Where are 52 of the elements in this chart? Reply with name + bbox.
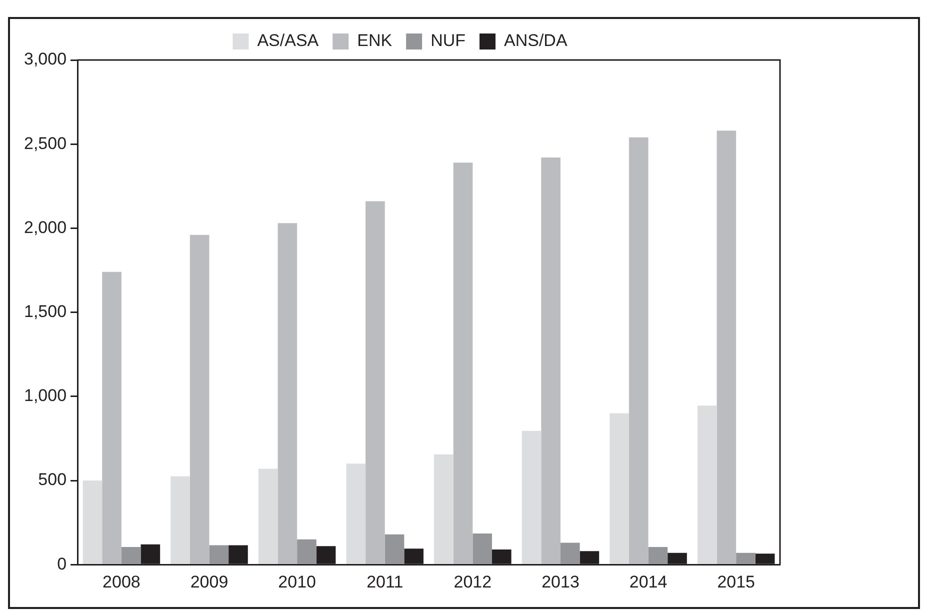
bar xyxy=(560,542,580,564)
bar xyxy=(170,476,190,564)
bar xyxy=(453,162,473,564)
bar xyxy=(190,234,210,564)
bar xyxy=(522,430,542,564)
bar xyxy=(366,201,385,564)
bar xyxy=(140,544,160,564)
bar xyxy=(258,468,278,564)
y-tick-label: 3,000 xyxy=(24,50,67,69)
x-tick-label: 2012 xyxy=(454,572,492,592)
y-tick-label: 500 xyxy=(38,470,67,490)
bar xyxy=(668,552,687,564)
x-tick-label: 2011 xyxy=(366,572,404,592)
y-tick-label: 1,000 xyxy=(24,386,67,406)
legend-label: ANS/DA xyxy=(504,31,568,50)
bar xyxy=(102,272,122,564)
bar xyxy=(316,546,336,564)
bar xyxy=(610,413,629,564)
bar xyxy=(121,546,141,564)
bar xyxy=(541,158,560,564)
bar xyxy=(404,548,424,564)
x-tick-label: 2010 xyxy=(278,572,316,592)
bar xyxy=(697,406,717,564)
bar xyxy=(628,137,648,564)
legend-label: AS/ASA xyxy=(257,31,320,50)
bar xyxy=(278,223,298,564)
bar xyxy=(297,539,316,564)
y-tick-label: 2,500 xyxy=(24,134,67,153)
bar xyxy=(228,545,248,564)
x-tick-label: 2015 xyxy=(717,572,756,592)
bar xyxy=(434,454,454,564)
bar xyxy=(209,545,229,564)
bar xyxy=(346,464,366,564)
legend-label: ENK xyxy=(357,31,393,50)
x-tick-label: 2013 xyxy=(542,572,580,592)
bar xyxy=(492,549,512,564)
x-tick-label: 2009 xyxy=(190,572,228,592)
legend-label: NUF xyxy=(430,31,466,50)
bar xyxy=(736,552,756,564)
bar xyxy=(648,546,668,564)
y-tick-label: 0 xyxy=(57,554,67,574)
bar xyxy=(580,551,600,564)
bar xyxy=(716,130,736,564)
bar xyxy=(82,480,102,564)
y-tick-label: 1,500 xyxy=(24,302,67,321)
bar xyxy=(755,554,775,564)
x-tick-label: 2014 xyxy=(629,572,668,592)
x-tick-label: 2008 xyxy=(102,572,140,592)
y-tick-label: 2,000 xyxy=(24,218,67,237)
outer-frame: AS/ASA ENK NUF ANS/DA 2008 2009 2010 2011 2012 2013 2014 2015 0 500 1,000 1,500 2,000 2,500 3,000 xyxy=(8,17,920,609)
bar xyxy=(384,534,404,564)
bar xyxy=(472,533,492,564)
